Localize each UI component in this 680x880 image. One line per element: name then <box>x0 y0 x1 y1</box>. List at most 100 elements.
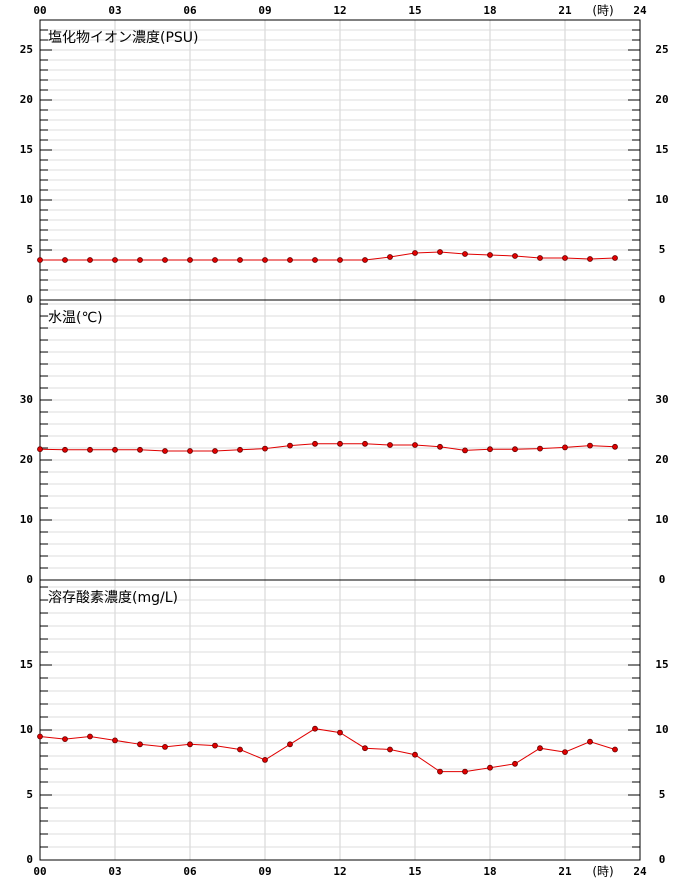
point <box>387 442 393 448</box>
panel-title: 水温(℃) <box>48 310 103 326</box>
point <box>37 446 43 453</box>
point <box>337 257 343 263</box>
point <box>562 255 568 261</box>
point <box>137 741 143 748</box>
x-tick-label: 06 <box>183 865 197 878</box>
point <box>362 440 368 447</box>
y-tick-label: 0 <box>26 573 33 586</box>
point <box>337 729 343 736</box>
y-tick-label-right: 20 <box>655 453 668 466</box>
x-tick-label-top: 00 <box>33 4 46 17</box>
point <box>612 746 618 753</box>
x-tick-label-top: 24 <box>633 4 647 17</box>
y-tick-label: 15 <box>20 143 33 156</box>
point <box>162 744 168 750</box>
point <box>412 751 418 758</box>
point <box>37 733 43 740</box>
y-tick-label-right: 25 <box>655 43 668 56</box>
point <box>187 257 193 263</box>
x-tick-label-top: 18 <box>483 4 496 17</box>
y-tick-label: 0 <box>26 293 33 306</box>
point <box>437 443 443 450</box>
point <box>362 745 368 752</box>
panel-title: 溶存酸素濃度(mg/L) <box>48 590 178 606</box>
point <box>437 249 443 255</box>
point <box>212 257 218 263</box>
point <box>262 757 268 763</box>
point <box>562 444 568 451</box>
x-tick-label: 15 <box>408 865 421 878</box>
point <box>87 446 93 453</box>
y-tick-label-right: 5 <box>659 788 666 801</box>
y-tick-label: 5 <box>26 243 33 256</box>
line <box>39 728 616 773</box>
x-tick-label-top: 12 <box>333 4 346 17</box>
point <box>37 257 43 263</box>
point <box>612 443 618 450</box>
y-tick-label-right: 15 <box>655 658 668 671</box>
point <box>262 445 268 452</box>
point <box>437 768 443 775</box>
point <box>112 737 118 744</box>
y-tick-label-right: 5 <box>659 243 666 256</box>
point <box>287 442 293 449</box>
point <box>237 446 243 453</box>
point <box>62 736 68 743</box>
point <box>537 445 543 452</box>
y-tick-label-right: 30 <box>655 393 668 406</box>
point <box>362 257 368 263</box>
y-tick-label-right: 10 <box>655 193 668 206</box>
point <box>112 257 118 263</box>
y-tick-label-right: 20 <box>655 93 668 106</box>
point <box>412 442 418 448</box>
y-tick-label: 10 <box>20 193 33 206</box>
y-tick-label: 30 <box>20 393 33 406</box>
point <box>487 252 493 258</box>
y-tick-label: 15 <box>20 658 33 671</box>
y-tick-label-right: 0 <box>659 853 666 866</box>
point <box>87 733 93 740</box>
x-tick-label-top: 06 <box>183 4 197 17</box>
x-tick-label: 18 <box>483 865 496 878</box>
point <box>387 746 393 753</box>
point <box>62 446 68 453</box>
point <box>462 768 468 775</box>
y-tick-label: 25 <box>20 43 33 56</box>
point <box>187 448 193 454</box>
point <box>237 257 243 263</box>
point <box>212 742 218 749</box>
point <box>312 257 318 263</box>
point <box>137 446 143 453</box>
y-tick-label-right: 0 <box>659 573 666 586</box>
point <box>337 440 343 447</box>
point <box>462 251 468 257</box>
point <box>162 257 168 263</box>
panel-title: 塩化物イオン濃度(PSU) <box>48 30 199 46</box>
point <box>237 746 243 753</box>
point <box>187 741 193 748</box>
point <box>512 446 518 453</box>
point <box>312 725 318 732</box>
point <box>387 254 393 260</box>
y-tick-label: 5 <box>26 788 33 801</box>
point <box>412 250 418 256</box>
y-tick-label: 20 <box>20 453 33 466</box>
y-tick-label: 20 <box>20 93 33 106</box>
y-tick-label-right: 0 <box>659 293 666 306</box>
x-tick-label-top: 03 <box>108 4 121 17</box>
y-tick-label-right: 10 <box>655 723 668 736</box>
point <box>562 749 568 756</box>
point <box>587 442 593 449</box>
point <box>212 448 218 454</box>
y-tick-label: 0 <box>26 853 33 866</box>
point <box>87 257 93 263</box>
point <box>262 257 268 263</box>
x-tick-label: 24 <box>633 865 647 878</box>
x-tick-label: 21 <box>558 865 572 878</box>
y-tick-label: 10 <box>20 723 33 736</box>
x-tick-label-top: 09 <box>258 4 271 17</box>
point <box>537 255 543 261</box>
point <box>487 764 493 771</box>
x-unit-label: (時) <box>592 865 613 879</box>
